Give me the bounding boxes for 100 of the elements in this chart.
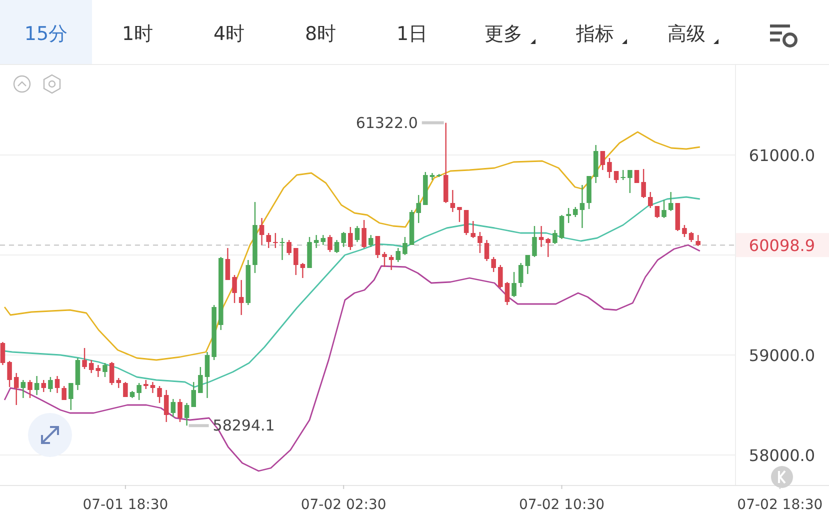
candlestick	[662, 199, 666, 219]
candlestick	[191, 381, 196, 408]
candlestick	[116, 377, 122, 389]
candlestick	[573, 206, 578, 218]
candlestick	[688, 231, 694, 243]
candlestick	[164, 389, 169, 423]
candlestick	[68, 382, 74, 411]
candlestick	[375, 235, 380, 259]
candlestick	[538, 225, 544, 248]
candlestick	[314, 234, 319, 249]
candlestick	[580, 184, 585, 229]
candlestick	[525, 254, 530, 275]
candlestick	[62, 385, 66, 401]
annotation: 61322.0	[356, 114, 418, 132]
candlestick	[566, 207, 571, 224]
candlestick	[457, 206, 462, 223]
candlestick	[682, 224, 687, 238]
candlestick	[293, 247, 298, 276]
candlestick	[204, 351, 210, 399]
y-tick-label: 61000.0	[748, 146, 816, 165]
y-tick-label: 58000.0	[748, 446, 816, 465]
candlestick	[123, 381, 128, 398]
candlestick	[607, 157, 612, 179]
candlestick	[382, 251, 387, 268]
candlestick	[464, 209, 469, 236]
candlestick	[416, 194, 421, 224]
candlestick	[7, 360, 12, 388]
candlestick	[341, 231, 346, 248]
candlestick	[20, 379, 26, 399]
x-tick-label: 07-02 18:30	[737, 497, 823, 513]
candlestick	[368, 234, 374, 248]
candlestick	[348, 226, 353, 251]
candlestick	[170, 398, 176, 418]
candlestick	[14, 372, 19, 406]
candlestick	[280, 237, 285, 261]
candlestick	[28, 379, 32, 399]
candlestick	[498, 264, 503, 289]
candlestick	[614, 170, 619, 184]
candlestick	[518, 262, 524, 288]
candlestick	[668, 191, 674, 212]
text: 更多	[484, 23, 522, 45]
candlestick	[82, 347, 87, 370]
candlestick	[362, 219, 366, 249]
candlestick	[559, 214, 564, 240]
candlestick	[696, 234, 700, 247]
candlestick	[54, 375, 60, 394]
x-tick-label: 07-01 18:30	[82, 497, 168, 513]
x-tick-label: 07-02 02:30	[300, 497, 386, 513]
candlestick	[136, 382, 142, 401]
candlestick	[328, 234, 332, 253]
candlestick	[273, 232, 278, 249]
candlestick	[48, 376, 53, 393]
candlestick	[354, 225, 360, 243]
candlestick	[450, 189, 456, 213]
text: 8时	[304, 23, 336, 45]
candlestick	[286, 239, 292, 256]
candlestick	[478, 231, 482, 254]
text: 15分	[24, 23, 68, 45]
candlestick	[634, 170, 640, 183]
candlestick	[238, 279, 244, 316]
candlestick	[0, 341, 6, 366]
candlestick	[232, 274, 237, 304]
candlestick	[334, 239, 340, 254]
text: 4时	[213, 23, 245, 45]
candlestick	[225, 247, 230, 281]
candlestick	[504, 281, 510, 306]
candlestick	[178, 398, 182, 423]
candlestick	[600, 150, 606, 171]
ref-line-label: 60098.9	[748, 236, 816, 256]
candlestick	[470, 220, 476, 239]
candlestick	[546, 237, 551, 258]
candlestick	[396, 247, 401, 263]
candlestick	[34, 375, 40, 396]
candlestick	[150, 381, 156, 394]
candlestick	[402, 236, 408, 256]
candlestick	[88, 359, 94, 374]
candlestick	[320, 234, 326, 246]
candlestick	[491, 256, 496, 273]
candlestick	[266, 232, 271, 249]
candlestick	[552, 229, 558, 245]
candlestick	[157, 385, 162, 404]
candlestick	[620, 169, 626, 181]
text: 高级	[668, 23, 706, 45]
candlestick	[300, 262, 306, 279]
candlestick	[654, 205, 660, 219]
y-tick-label: 59000.0	[748, 346, 816, 365]
candlestick	[532, 225, 537, 258]
candlestick	[628, 169, 632, 194]
candlestick	[184, 402, 190, 426]
candlestick	[102, 362, 108, 378]
candlestick	[96, 364, 101, 378]
candlestick	[641, 168, 646, 199]
candlestick	[109, 361, 114, 386]
candlestick	[41, 379, 46, 393]
candlestick	[388, 254, 394, 271]
candlestick	[648, 191, 653, 209]
candlestick	[484, 239, 490, 262]
candlestick	[259, 217, 264, 246]
candlestick	[512, 271, 516, 298]
x-tick-label: 07-02 10:30	[519, 497, 604, 513]
